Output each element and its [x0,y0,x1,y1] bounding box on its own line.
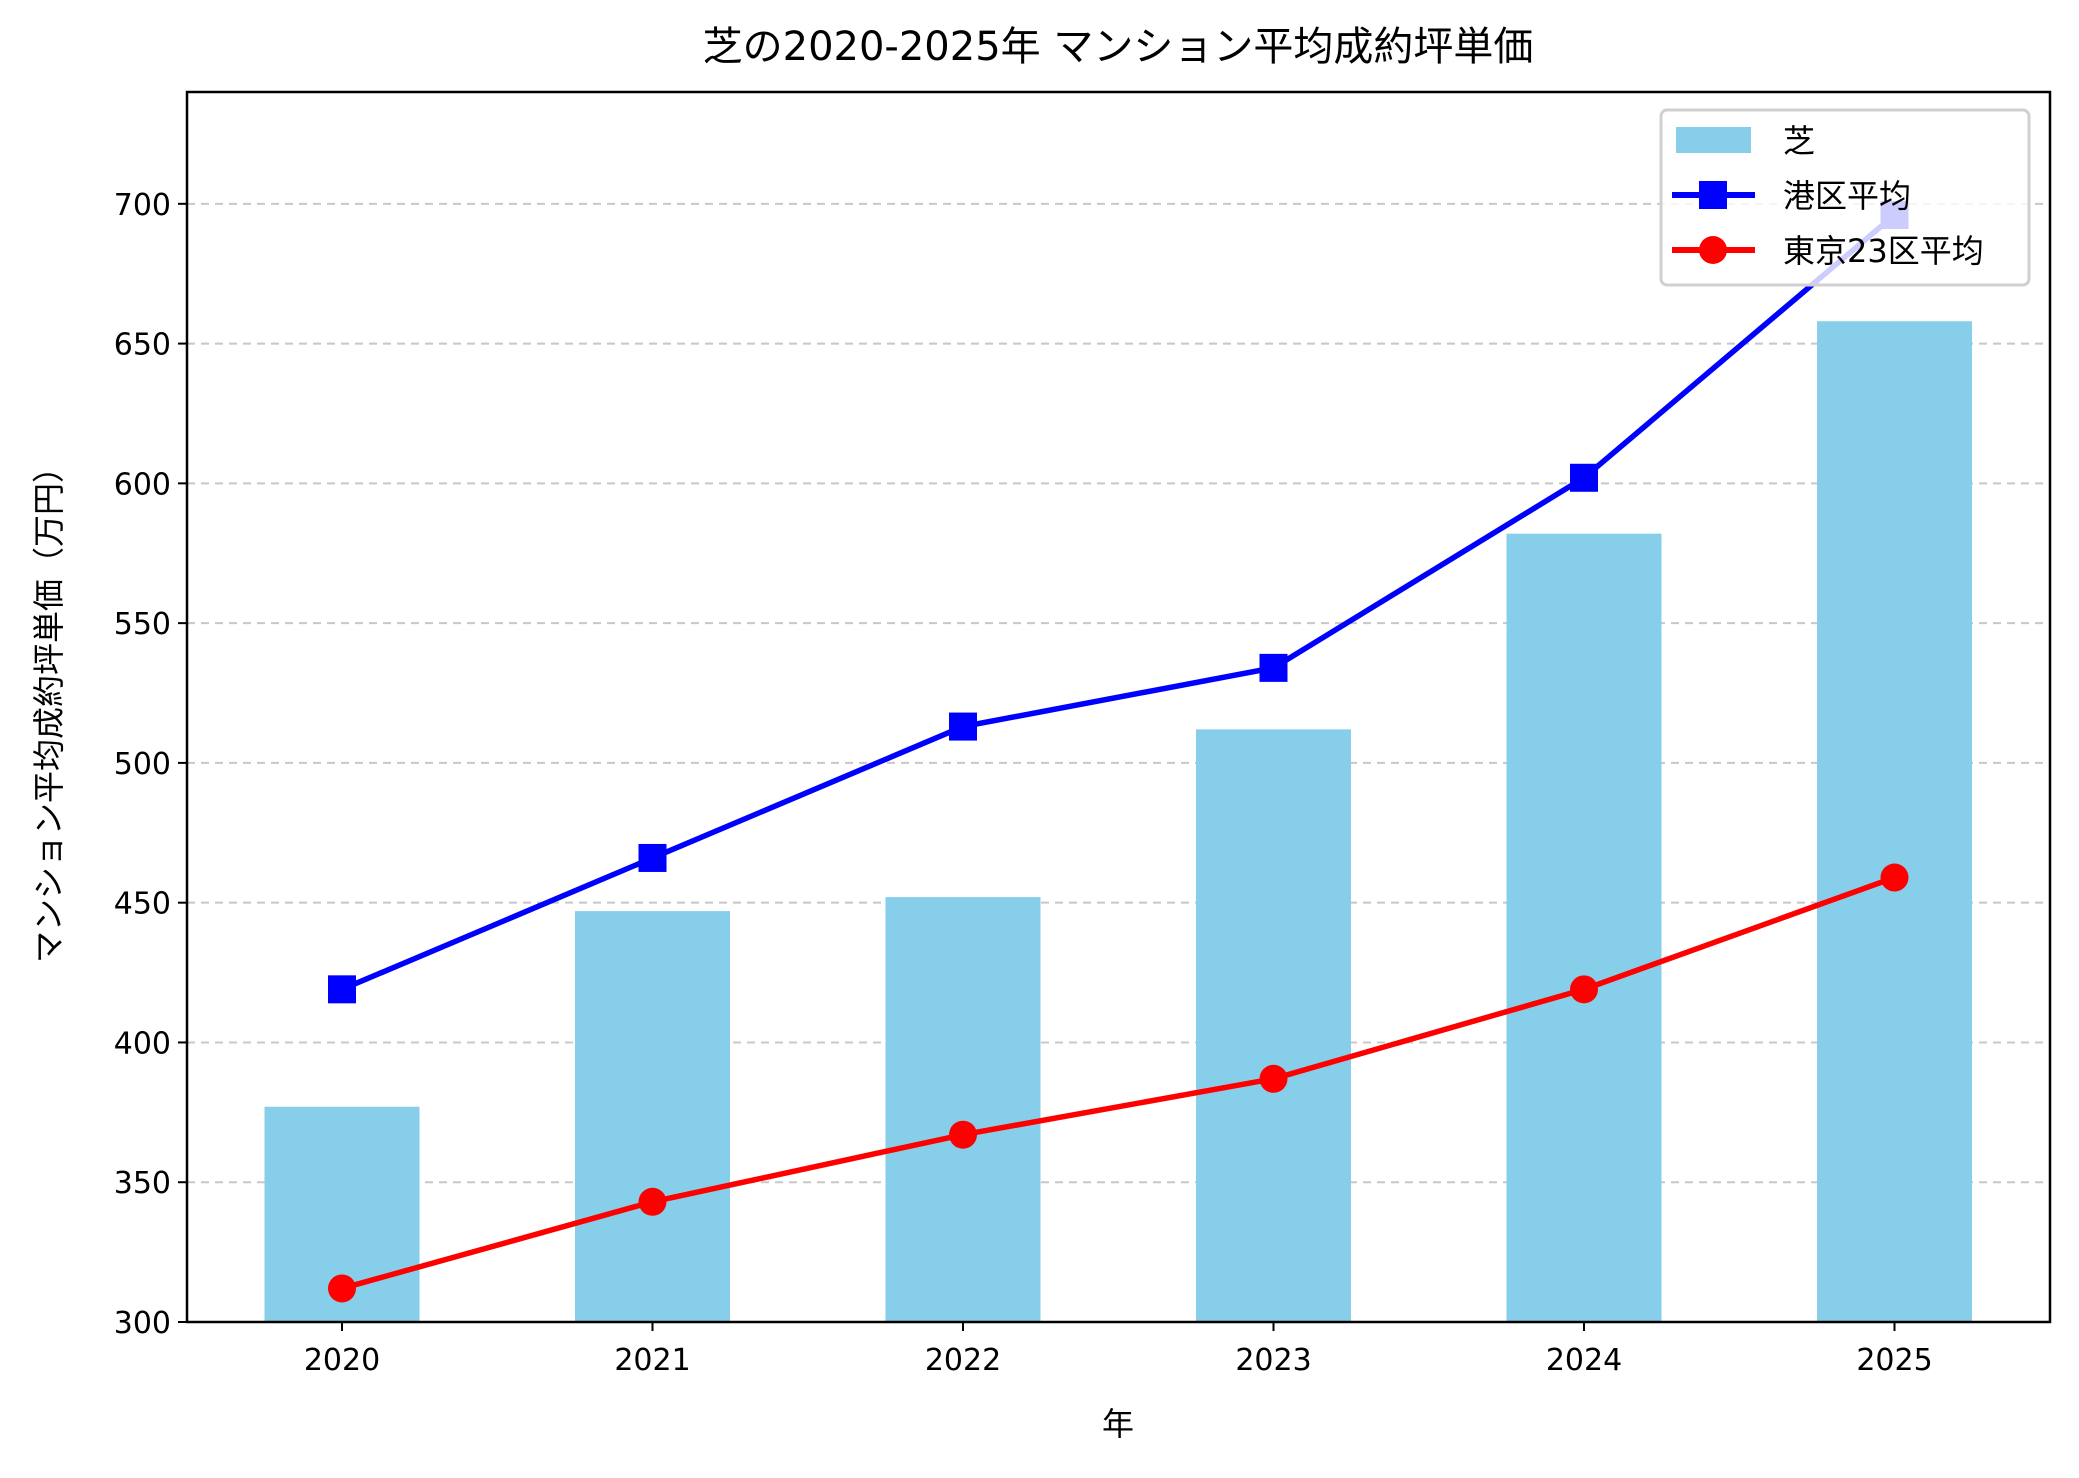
y-tick-label: 700 [114,188,171,223]
y-tick-label: 400 [114,1026,171,1061]
marker-2024 [1570,975,1598,1004]
bar-2025 [1817,321,1972,1322]
y-tick-label: 500 [114,747,171,782]
marker-2022 [949,1120,977,1149]
y-tick-label: 350 [114,1166,171,1201]
y-axis-label: マンション平均成約坪単価（万円） [30,451,68,963]
legend-box [1659,108,2031,287]
bar-2024 [1506,533,1662,1322]
y-tick-label: 550 [114,607,171,642]
marker-2024 [1570,463,1598,492]
x-tick-label: 2023 [1235,1343,1311,1378]
marker-2021 [638,843,667,872]
legend-marker [1699,181,1727,209]
marker-2022 [949,712,977,741]
marker-2025 [1880,863,1909,892]
x-tick-label: 2020 [304,1343,380,1378]
legend-marker [1699,236,1727,264]
marker-2020 [328,1274,356,1303]
legend-label: 東京23区平均 [1783,232,1984,270]
x-tick-label: 2024 [1546,1343,1622,1378]
marker-2023 [1259,1064,1288,1093]
legend-label: 芝 [1783,122,1815,160]
x-tick-label: 2022 [925,1343,1001,1378]
series-line [341,874,1896,1292]
x-tick-label: 2021 [614,1343,690,1378]
x-tick-label: 2025 [1856,1343,1932,1378]
bar-2021 [575,911,730,1322]
series-line [340,212,1897,992]
y-tick-label: 600 [114,467,171,502]
legend-swatch [1676,127,1751,153]
legend-label: 港区平均 [1783,177,1911,215]
bar-2023 [1196,729,1351,1322]
y-tick-label: 450 [114,887,171,922]
marker-2020 [328,975,356,1004]
bar-2022 [885,897,1041,1322]
marker-2021 [638,1187,667,1216]
chart-title: 芝の2020-2025年 マンション平均成約坪単価 [703,24,1534,70]
plot-frame [185,90,2052,1324]
marker-2023 [1259,653,1288,682]
y-tick-label: 650 [114,328,171,363]
y-tick-label: 300 [114,1306,171,1341]
x-axis-label: 年 [1102,1405,1134,1443]
